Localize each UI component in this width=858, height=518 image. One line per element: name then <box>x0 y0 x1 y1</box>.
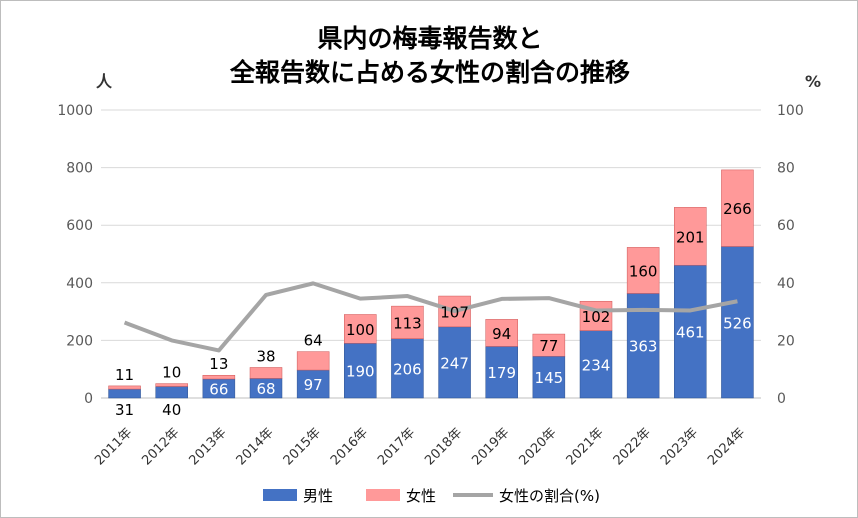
bar-female <box>108 385 141 390</box>
bar-male <box>721 246 754 399</box>
category-label: 2020年 <box>516 425 559 468</box>
legend-label-ratio: 女性の割合(%) <box>499 487 600 505</box>
female-value-label: 107 <box>440 303 469 321</box>
left-axis-label: 人 <box>96 72 113 91</box>
male-value-label: 31 <box>115 401 134 419</box>
bar-male <box>438 326 471 399</box>
left-tick-label: 1000 <box>57 103 93 119</box>
category-label: 2016年 <box>328 425 371 468</box>
legend-swatch-female <box>366 489 400 501</box>
male-value-label: 461 <box>676 324 705 342</box>
female-value-label: 38 <box>256 347 275 365</box>
left-tick-label: 600 <box>66 218 93 234</box>
bar-male <box>579 330 613 399</box>
category-label: 2015年 <box>281 425 324 468</box>
line-female-ratio <box>123 281 738 353</box>
female-value-label: 13 <box>209 355 228 373</box>
female-value-label: 102 <box>582 308 611 326</box>
female-value-label: 266 <box>723 200 752 218</box>
male-value-label: 68 <box>256 380 275 398</box>
male-value-label: 179 <box>487 364 516 382</box>
male-value-label: 145 <box>535 369 564 387</box>
right-tick-label: 0 <box>777 391 786 407</box>
category-label: 2017年 <box>375 425 418 468</box>
category-label: 2022年 <box>611 425 654 468</box>
male-value-label: 206 <box>393 360 422 378</box>
right-tick-label: 80 <box>777 161 795 177</box>
left-tick-label: 400 <box>66 276 93 292</box>
female-value-label: 160 <box>629 262 658 280</box>
left-tick-label: 200 <box>66 333 93 349</box>
bar-female <box>721 169 754 247</box>
category-label: 2014年 <box>234 425 277 468</box>
male-value-label: 97 <box>304 376 323 394</box>
bar-male <box>674 264 707 399</box>
female-value-label: 201 <box>676 228 705 246</box>
right-tick-label: 40 <box>777 276 795 292</box>
bar-male <box>155 386 188 399</box>
right-tick-label: 100 <box>777 103 804 119</box>
bar-female <box>391 305 424 339</box>
female-value-label: 113 <box>393 314 422 332</box>
category-label: 2024年 <box>705 425 748 468</box>
category-label: 2012年 <box>139 425 182 468</box>
female-value-label: 77 <box>539 337 558 355</box>
male-value-label: 526 <box>723 314 752 332</box>
left-tick-label: 800 <box>66 161 93 177</box>
bar-female <box>532 333 566 357</box>
category-label: 2023年 <box>658 425 701 468</box>
chart-title-line1: 県内の梅毒報告数と <box>317 24 542 53</box>
female-value-label: 64 <box>304 332 323 350</box>
left-tick-label: 0 <box>84 391 93 407</box>
male-value-label: 247 <box>440 354 469 372</box>
male-value-label: 40 <box>162 401 181 419</box>
bar-male <box>485 346 518 399</box>
bar-female <box>155 383 188 387</box>
right-tick-label: 60 <box>777 218 795 234</box>
right-tick-label: 20 <box>777 333 795 349</box>
category-label: 2018年 <box>422 425 465 468</box>
bar-female <box>674 207 707 266</box>
legend-label-male: 男性 <box>303 487 333 505</box>
male-value-label: 234 <box>582 356 611 374</box>
male-value-label: 363 <box>629 338 658 356</box>
female-value-label: 94 <box>492 325 511 343</box>
bar-female <box>296 351 330 371</box>
bar-female <box>202 374 236 380</box>
category-label: 2013年 <box>186 425 229 468</box>
male-value-label: 190 <box>346 363 375 381</box>
category-label: 2011年 <box>92 425 135 468</box>
chart-title-line2: 全報告数に占める女性の割合の推移 <box>229 58 630 87</box>
legend-swatch-male <box>263 489 297 501</box>
female-value-label: 10 <box>162 364 181 382</box>
bar-female <box>485 319 518 347</box>
bar-male <box>108 388 141 399</box>
category-label: 2021年 <box>564 425 607 468</box>
right-axis-label: % <box>805 72 821 91</box>
female-value-label: 11 <box>115 366 134 384</box>
bar-female <box>344 314 377 344</box>
bar-female <box>249 367 283 379</box>
legend-label-female: 女性 <box>406 487 436 505</box>
bar-male <box>532 355 566 399</box>
category-label: 2019年 <box>469 425 512 468</box>
female-value-label: 100 <box>346 321 375 339</box>
bar-female <box>626 247 660 294</box>
bar-male <box>296 369 330 399</box>
male-value-label: 66 <box>209 380 228 398</box>
